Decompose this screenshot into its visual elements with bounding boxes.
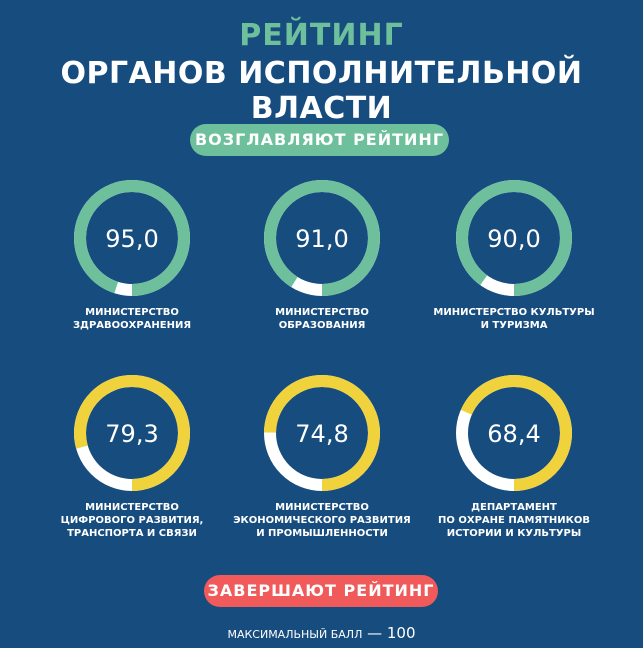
gauge-arc bbox=[456, 375, 572, 491]
gauge-label-line: МИНИСТЕРСТВО КУЛЬТУРЫ bbox=[433, 307, 595, 318]
gauge-label-line: И ПРОМЫШЛЕННОСТИ bbox=[256, 528, 388, 539]
gauge-value: 91,0 bbox=[295, 225, 348, 253]
gauge-value: 68,4 bbox=[487, 420, 540, 448]
gauge-value: 74,8 bbox=[295, 420, 348, 448]
gauge-arc bbox=[264, 375, 380, 491]
gauge-arc bbox=[264, 180, 380, 296]
max-score-value: 100 bbox=[386, 624, 416, 642]
gauge-label-line: ИСТОРИИ И КУЛЬТУРЫ bbox=[446, 528, 582, 539]
outsiders-section-pill: ЗАВЕРШАЮТ РЕЙТИНГ bbox=[204, 575, 438, 607]
gauge-label-line: ОБРАЗОВАНИЯ bbox=[278, 320, 366, 331]
title-line-1: РЕЙТИНГ bbox=[239, 18, 404, 53]
gauge-label-line: И ТУРИЗМА bbox=[480, 320, 548, 331]
gauge-arc bbox=[456, 180, 572, 296]
max-score-text: МАКСИМАЛЬНЫЙ БАЛЛ bbox=[227, 628, 363, 641]
gauge-label-line: ДЕПАРТАМЕНТ bbox=[471, 502, 557, 513]
gauge-label: МИНИСТЕРСТВО ЗДРАВООХРАНЕНИЯ bbox=[37, 306, 227, 332]
gauge-label-line: МИНИСТЕРСТВО bbox=[275, 502, 369, 513]
gauge-label-line: ЭКОНОМИЧЕСКОГО РАЗВИТИЯ bbox=[233, 515, 411, 526]
gauge-label-line: ЦИФРОВОГО РАЗВИТИЯ, bbox=[60, 515, 204, 526]
gauge-label-line: ЗДРАВООХРАНЕНИЯ bbox=[72, 320, 192, 331]
gauge-label: МИНИСТЕРСТВО ЦИФРОВОГО РАЗВИТИЯ, ТРАНСПОРТ… bbox=[37, 501, 227, 540]
gauge-label-line: ТРАНСПОРТА И СВЯЗИ bbox=[67, 528, 197, 539]
gauge-value: 90,0 bbox=[487, 225, 540, 253]
gauge-label: МИНИСТЕРСТВО КУЛЬТУРЫ И ТУРИЗМА bbox=[419, 306, 609, 332]
gauge-value: 95,0 bbox=[105, 225, 158, 253]
max-score-dash: — bbox=[362, 624, 387, 642]
gauge-label-line: МИНИСТЕРСТВО bbox=[85, 307, 179, 318]
gauge-label-line: ПО ОХРАНЕ ПАМЯТНИКОВ bbox=[438, 515, 590, 526]
max-score-note: МАКСИМАЛЬНЫЙ БАЛЛ — 100 bbox=[0, 624, 643, 642]
gauge-value: 79,3 bbox=[105, 420, 158, 448]
gauge-arc bbox=[74, 375, 190, 491]
gauge-label: ДЕПАРТАМЕНТ ПО ОХРАНЕ ПАМЯТНИКОВ ИСТОРИИ И… bbox=[419, 501, 609, 540]
leaders-section-pill: ВОЗГЛАВЛЯЮТ РЕЙТИНГ bbox=[190, 124, 449, 156]
gauge-label-line: МИНИСТЕРСТВО bbox=[85, 502, 179, 513]
gauge-label-line: МИНИСТЕРСТВО bbox=[275, 307, 369, 318]
gauge-arc bbox=[74, 180, 190, 296]
gauge-label: МИНИСТЕРСТВО ОБРАЗОВАНИЯ bbox=[227, 306, 417, 332]
title-line-2: ОРГАНОВ ИСПОЛНИТЕЛЬНОЙ ВЛАСТИ bbox=[60, 56, 583, 126]
gauge-label: МИНИСТЕРСТВО ЭКОНОМИЧЕСКОГО РАЗВИТИЯ И ПРО… bbox=[227, 501, 417, 540]
